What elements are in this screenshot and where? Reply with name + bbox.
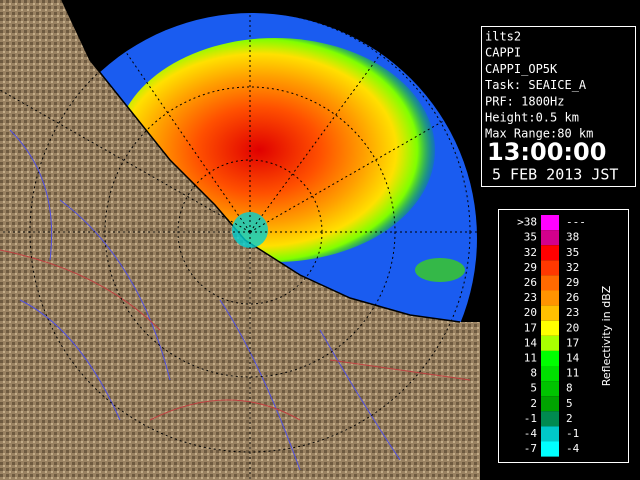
legend-swatch — [541, 305, 559, 321]
legend-low: 17 — [524, 321, 537, 334]
legend-swatch — [541, 396, 559, 412]
legend-low: 26 — [524, 276, 537, 289]
legend-swatch — [541, 230, 559, 246]
legend-low: -7 — [524, 442, 537, 455]
info-line: Max Range:80 km — [485, 127, 593, 141]
legend-high: 11 — [566, 367, 579, 380]
legend-low: 20 — [524, 306, 537, 319]
echo-area — [415, 258, 465, 282]
info-panel — [481, 26, 636, 187]
legend-high: 35 — [566, 246, 579, 259]
legend-swatch — [541, 426, 559, 442]
legend-low: 32 — [524, 246, 537, 259]
legend-low: 23 — [524, 291, 537, 304]
info-line: Task: SEAICE_A — [485, 78, 587, 92]
info-line: Height:0.5 km — [485, 111, 579, 125]
legend-swatch — [541, 366, 559, 382]
legend-high: 14 — [566, 351, 580, 364]
legend-swatch — [541, 290, 559, 306]
legend-low: >38 — [517, 216, 537, 229]
legend-high: 20 — [566, 321, 579, 334]
legend-high: 8 — [566, 382, 573, 395]
legend-high: -1 — [566, 427, 579, 440]
legend-swatch — [541, 320, 559, 336]
info-line: PRF: 1800Hz — [485, 94, 564, 108]
legend-high: 29 — [566, 276, 579, 289]
legend-swatch — [541, 411, 559, 427]
legend-low: 29 — [524, 261, 537, 274]
legend-swatch — [541, 215, 559, 231]
map-area — [0, 0, 480, 480]
legend-high: 2 — [566, 412, 573, 425]
legend-low: 35 — [524, 231, 537, 244]
legend-low: 8 — [530, 367, 537, 380]
date: 5 FEB 2013 JST — [492, 166, 618, 184]
legend-low: 5 — [530, 382, 537, 395]
legend-high: -4 — [566, 442, 580, 455]
legend-title: Reflectivity in dBZ — [600, 285, 613, 386]
legend-high: 32 — [566, 261, 579, 274]
rivers — [9, 129, 401, 471]
legend-high: 17 — [566, 336, 579, 349]
time: 13:00:00 — [487, 138, 606, 166]
legend-swatch — [541, 350, 559, 366]
range-rings — [0, 0, 480, 480]
legend-high: 26 — [566, 291, 579, 304]
legend-box — [498, 209, 629, 463]
legend-low: -1 — [524, 412, 537, 425]
legend-low: 2 — [530, 397, 537, 410]
info-line: CAPPI_OP5K — [485, 62, 558, 76]
legend-low: 11 — [524, 351, 537, 364]
legend-swatch — [541, 441, 559, 457]
legend-swatch — [541, 275, 559, 291]
boundaries — [0, 249, 471, 421]
legend-swatch — [541, 381, 559, 397]
legend-low: 14 — [524, 336, 538, 349]
legend-swatch — [541, 245, 559, 261]
legend-swatch — [541, 335, 559, 351]
info-line: CAPPI — [485, 46, 521, 60]
legend-swatch — [541, 260, 559, 276]
info-line: ilts2 — [485, 30, 521, 44]
legend-high: 38 — [566, 231, 579, 244]
legend-low: -4 — [524, 427, 538, 440]
legend-high: 23 — [566, 306, 579, 319]
legend-high: 5 — [566, 397, 573, 410]
legend-high: --- — [566, 216, 586, 229]
coastline — [61, 0, 461, 323]
